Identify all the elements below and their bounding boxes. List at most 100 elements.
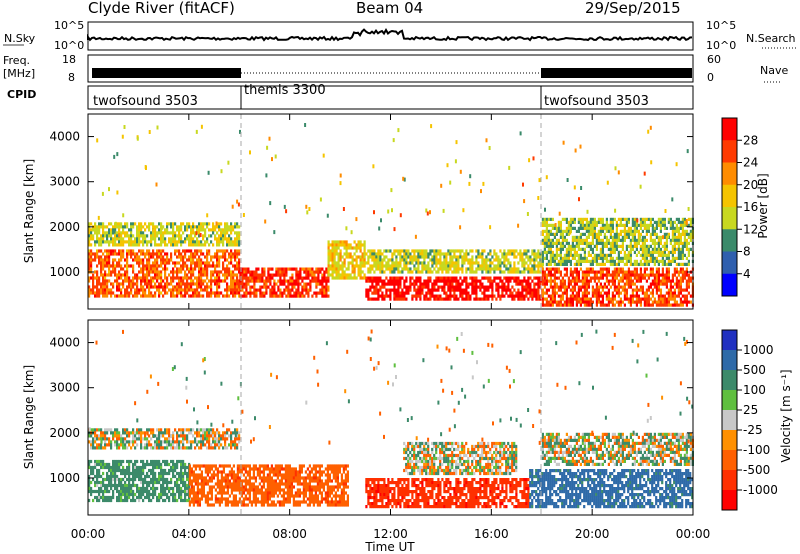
data-cell (98, 243, 101, 247)
data-cell (319, 291, 322, 295)
data-cell (461, 291, 464, 295)
data-cell (433, 267, 436, 271)
data-cell (669, 250, 672, 254)
data-cell (617, 285, 620, 289)
data-cell (655, 241, 658, 245)
data-cell (561, 235, 564, 239)
data-cell (499, 258, 502, 262)
data-cell (307, 267, 310, 271)
data-cell (505, 291, 508, 295)
data-cell (359, 258, 362, 262)
data-cell (216, 279, 219, 283)
data-cell (623, 235, 626, 239)
data-cell (505, 264, 508, 268)
data-cell (545, 244, 548, 248)
data-cell (557, 241, 560, 245)
data-cell (389, 291, 392, 295)
data-cell (643, 247, 646, 251)
data-cell (481, 252, 484, 256)
data-cell (541, 217, 544, 221)
data-cell (375, 252, 378, 256)
data-cell (471, 264, 474, 268)
data-cell (435, 249, 438, 253)
data-cell (599, 238, 602, 242)
data-cell (220, 270, 223, 274)
frequency-panel: Freq. [MHz] 18 8 60 0 Nave (3, 53, 788, 84)
data-cell (216, 291, 219, 295)
data-cell (339, 264, 342, 268)
data-cell (631, 217, 634, 221)
data-cell (619, 232, 622, 236)
data-cell (439, 255, 442, 259)
data-cell (104, 291, 107, 295)
data-cell (100, 261, 103, 265)
data-cell (96, 237, 99, 241)
data-cell (98, 249, 101, 253)
data-cell (407, 252, 410, 256)
data-cell (459, 282, 462, 286)
data-cell (651, 241, 654, 245)
data-cell (239, 279, 242, 283)
data-cell (110, 240, 113, 244)
data-cell (401, 297, 404, 301)
data-cell (553, 291, 556, 295)
data-cell (126, 468, 129, 473)
data-cell (375, 276, 378, 280)
data-cell (122, 486, 125, 491)
data-cell (617, 270, 620, 274)
data-cell (589, 244, 592, 248)
data-cell (132, 258, 135, 262)
data-cell (511, 285, 514, 289)
data-cell (108, 483, 111, 488)
range-tick-label: 1000 (49, 265, 80, 279)
data-cell (487, 258, 490, 262)
data-cell (116, 234, 119, 238)
data-cell (150, 498, 153, 503)
data-cell (477, 267, 480, 271)
data-cell (383, 255, 386, 259)
data-cell (687, 300, 690, 304)
data-cell (106, 279, 109, 283)
data-cell (128, 471, 131, 476)
data-cell (307, 270, 310, 274)
data-cell (110, 288, 113, 292)
data-cell (429, 258, 432, 262)
data-cell (575, 303, 578, 307)
data-cell (603, 256, 606, 260)
data-cell (495, 288, 498, 292)
data-cell (551, 267, 554, 271)
data-cell (194, 225, 197, 229)
data-cell (176, 225, 179, 229)
data-cell (523, 199, 526, 204)
data-cell (463, 255, 466, 259)
data-cell (144, 291, 147, 295)
data-cell (184, 249, 187, 253)
data-cell (611, 262, 614, 266)
data-cell (124, 264, 127, 268)
data-cell (134, 462, 137, 467)
data-cell (118, 288, 121, 292)
data-cell (521, 279, 524, 283)
data-cell (689, 279, 692, 283)
data-cell (194, 249, 197, 253)
data-cell (98, 255, 101, 259)
data-cell (477, 279, 480, 283)
data-cell (120, 480, 123, 485)
data-cell (114, 249, 117, 253)
data-cell (431, 285, 434, 289)
data-cell (144, 234, 147, 238)
data-cell (553, 235, 556, 239)
data-cell (571, 238, 574, 242)
data-cell (521, 258, 524, 262)
data-cell (595, 223, 598, 227)
data-cell (283, 288, 286, 292)
data-cell (643, 220, 646, 224)
data-cell (440, 183, 443, 188)
data-cell (577, 238, 580, 242)
data-cell (234, 264, 237, 268)
data-cell (525, 294, 528, 298)
data-cell (112, 285, 115, 289)
data-cell (337, 252, 340, 256)
data-cell (595, 282, 598, 286)
data-cell (102, 282, 105, 286)
